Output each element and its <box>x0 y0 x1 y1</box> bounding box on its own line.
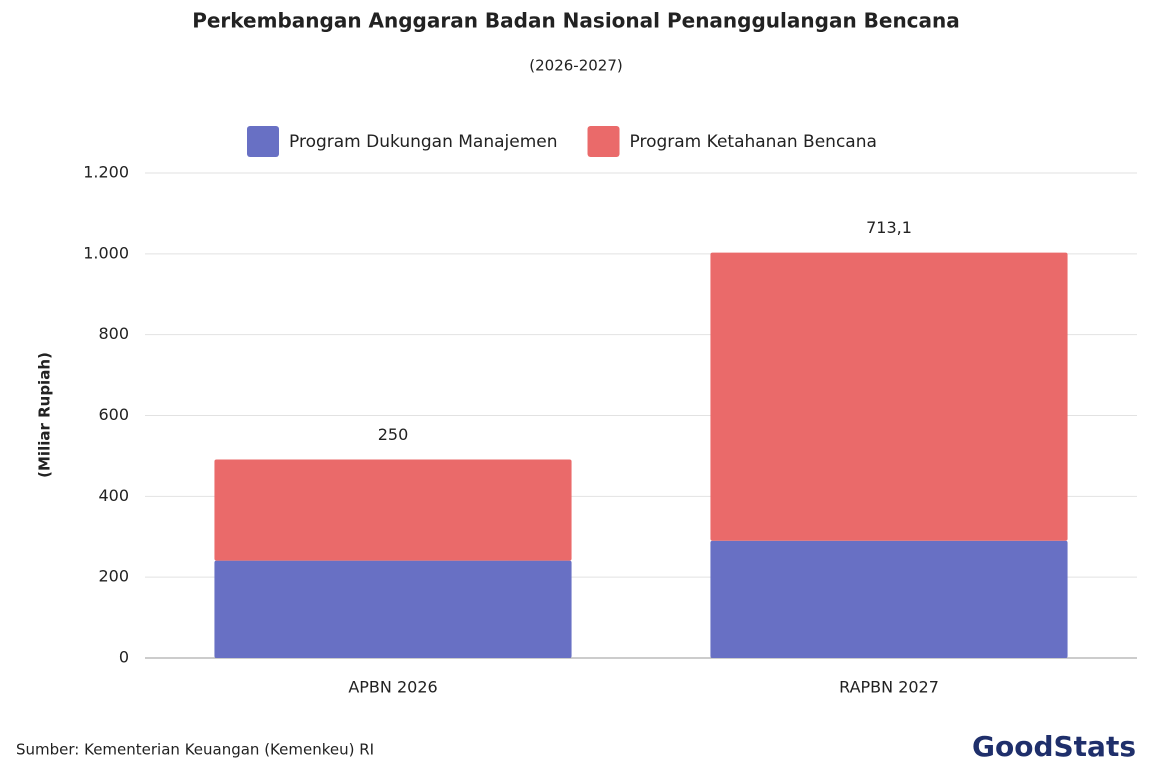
legend-swatch <box>247 126 279 157</box>
bar-segment <box>710 540 1068 658</box>
chart-title: Perkembangan Anggaran Badan Nasional Pen… <box>192 9 960 33</box>
y-tick-label: 0 <box>119 648 129 667</box>
y-tick-label: 400 <box>98 486 129 505</box>
value-label: 713,1 <box>866 218 912 237</box>
legend-swatch <box>587 126 620 157</box>
y-tick-label: 200 <box>98 567 129 586</box>
legend-label: Program Ketahanan Bencana <box>630 132 877 152</box>
x-tick-label: RAPBN 2027 <box>839 678 939 697</box>
legend-label: Program Dukungan Manajemen <box>289 132 558 152</box>
source: Sumber: Kementerian Keuangan (Kemenkeu) … <box>16 741 374 759</box>
x-tick-label: APBN 2026 <box>348 678 437 697</box>
value-label: 250 <box>378 425 409 444</box>
y-tick-label: 800 <box>98 324 129 343</box>
chart-subtitle: (2026-2027) <box>529 57 622 75</box>
bar-segment <box>710 252 1068 541</box>
y-axis-label: (Miliar Rupiah) <box>36 352 54 478</box>
bar-segment <box>214 560 572 658</box>
logo: GoodStats <box>972 730 1136 763</box>
bar-segment <box>214 459 572 561</box>
y-tick-label: 1.200 <box>83 163 129 182</box>
y-tick-label: 1.000 <box>83 243 129 262</box>
y-tick-label: 600 <box>98 405 129 424</box>
